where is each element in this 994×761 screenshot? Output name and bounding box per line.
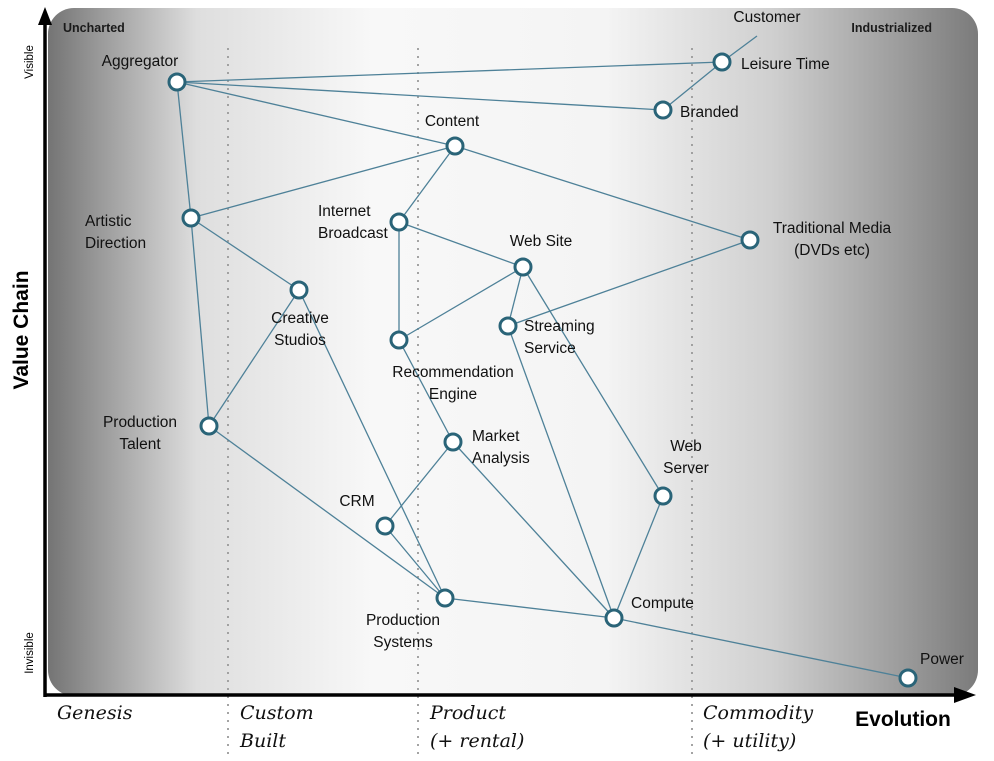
y-axis-bottom-label: Invisible	[24, 632, 36, 674]
stage-label-0: Genesis	[57, 702, 133, 724]
node-content	[445, 136, 465, 156]
node-label-traditional-media: (DVDs etc)	[794, 242, 870, 259]
stage-label-1: Custom	[240, 702, 314, 724]
edge-market-analysis--compute	[452, 441, 615, 619]
node-label-internet-broadcast: Internet	[318, 203, 371, 220]
edge-aggregator--artistic-direction	[176, 81, 192, 219]
edge-crm--market-analysis	[384, 441, 454, 527]
edge-production-systems--compute	[444, 597, 615, 619]
node-label-streaming-service: Streaming	[524, 318, 595, 335]
edge-traditional-media--streaming-service	[507, 239, 751, 327]
node-creative-studios	[289, 280, 309, 300]
node-label-content: Content	[425, 113, 480, 130]
industrialized-label: Industrialized	[851, 21, 932, 35]
edge-creative-studios--production-talent	[208, 289, 300, 427]
node-label-production-systems: Systems	[373, 634, 433, 651]
edge-streaming-service--compute	[507, 325, 615, 619]
node-label-web-server: Server	[663, 460, 709, 477]
stage-label-1: Built	[239, 730, 286, 752]
node-recommendation-engine	[389, 330, 409, 350]
x-axis-arrow-icon	[954, 687, 976, 703]
node-leisure-time	[712, 52, 732, 72]
edge-leisure-time--branded	[662, 61, 723, 111]
node-label-power: Power	[920, 651, 964, 668]
node-label-streaming-service: Service	[524, 340, 576, 357]
edge-artistic-direction--creative-studios	[190, 217, 300, 291]
node-crm	[375, 516, 395, 536]
edge-web-site--streaming-service	[507, 266, 524, 327]
y-axis-top-label: Visible	[24, 45, 36, 79]
edge-web-site--recommendation-engine	[398, 266, 524, 341]
node-web-site	[513, 257, 533, 277]
edge-crm--production-systems	[384, 525, 446, 599]
edge-content--traditional-media	[454, 145, 751, 241]
node-compute	[604, 608, 624, 628]
node-web-server	[653, 486, 673, 506]
node-label-market-analysis: Analysis	[472, 450, 530, 467]
edge-recommendation-engine--market-analysis	[398, 339, 454, 443]
node-label-leisure-time: Leisure Time	[741, 56, 830, 73]
node-label-branded: Branded	[680, 104, 739, 121]
node-streaming-service	[498, 316, 518, 336]
edge-leisure-time--aggregator	[176, 61, 723, 83]
edge-web-server--compute	[613, 495, 664, 619]
node-production-systems	[435, 588, 455, 608]
node-label-customer: Customer	[733, 9, 800, 26]
y-axis-title: Value Chain	[10, 270, 33, 389]
node-label-production-talent: Talent	[119, 436, 161, 453]
node-internet-broadcast	[389, 212, 409, 232]
node-label-recommendation-engine: Engine	[429, 386, 477, 403]
node-label-aggregator: Aggregator	[102, 53, 179, 70]
node-label-recommendation-engine: Recommendation	[392, 364, 513, 381]
edge-production-talent--production-systems	[208, 425, 446, 599]
node-artistic-direction	[181, 208, 201, 228]
stage-label-2: Product	[429, 702, 506, 724]
node-label-artistic-direction: Direction	[85, 235, 146, 252]
node-label-production-systems: Production	[366, 612, 440, 629]
edge-aggregator--content	[176, 81, 456, 147]
edge-creative-studios--production-systems	[298, 289, 446, 599]
node-label-creative-studios: Creative	[271, 310, 329, 327]
node-label-compute: Compute	[631, 595, 694, 612]
node-power	[898, 668, 918, 688]
node-label-traditional-media: Traditional Media	[773, 220, 892, 237]
node-label-production-talent: Production	[103, 414, 177, 431]
edge-aggregator--branded	[176, 81, 664, 111]
node-traditional-media	[740, 230, 760, 250]
stage-label-3: (+ utility)	[703, 730, 796, 752]
edge-compute--power	[613, 617, 909, 679]
node-label-creative-studios: Studios	[274, 332, 326, 349]
node-aggregator	[167, 72, 187, 92]
node-label-internet-broadcast: Broadcast	[318, 225, 388, 242]
node-label-web-server: Web	[670, 438, 702, 455]
stage-label-3: Commodity	[703, 702, 813, 724]
edge-content--internet-broadcast	[398, 145, 456, 223]
node-market-analysis	[443, 432, 463, 452]
stage-label-2: (+ rental)	[430, 730, 524, 752]
node-branded	[653, 100, 673, 120]
y-axis-arrow-icon	[38, 7, 52, 25]
node-label-web-site: Web Site	[510, 233, 573, 250]
edge-internet-broadcast--web-site	[398, 221, 524, 268]
node-label-market-analysis: Market	[472, 428, 520, 445]
node-production-talent	[199, 416, 219, 436]
x-axis-title: Evolution	[855, 708, 951, 731]
map-background	[48, 8, 978, 696]
edge-web-site--web-server	[522, 266, 664, 497]
edge-artistic-direction--content	[190, 145, 456, 219]
uncharted-label: Uncharted	[63, 21, 125, 35]
node-label-crm: CRM	[339, 493, 374, 510]
edge-artistic-direction--production-talent	[190, 217, 210, 427]
node-label-artistic-direction: Artistic	[85, 213, 132, 230]
